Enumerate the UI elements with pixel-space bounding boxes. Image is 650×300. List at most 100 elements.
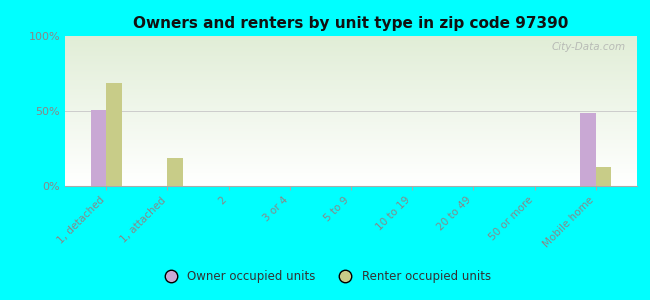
Bar <box>65 47 637 48</box>
Bar <box>65 71 637 72</box>
Bar <box>65 131 637 132</box>
Bar <box>65 147 637 148</box>
Bar <box>65 154 637 155</box>
Bar <box>65 149 637 150</box>
Bar <box>65 105 637 106</box>
Bar <box>65 108 637 109</box>
Bar <box>65 142 637 143</box>
Bar <box>65 137 637 138</box>
Bar <box>65 82 637 83</box>
Bar <box>65 42 637 43</box>
Bar <box>65 160 637 161</box>
Bar <box>65 109 637 110</box>
Bar <box>65 59 637 60</box>
Bar <box>65 110 637 111</box>
Bar <box>65 169 637 170</box>
Bar <box>65 112 637 113</box>
Bar <box>65 122 637 123</box>
Bar <box>65 160 637 161</box>
Bar <box>65 69 637 70</box>
Bar <box>65 136 637 137</box>
Bar <box>65 77 637 78</box>
Bar <box>65 40 637 41</box>
Bar <box>65 38 637 39</box>
Bar <box>65 184 637 185</box>
Bar <box>65 118 637 119</box>
Bar <box>65 163 637 164</box>
Bar <box>65 107 637 108</box>
Bar <box>65 134 637 135</box>
Bar <box>65 106 637 107</box>
Bar <box>65 132 637 133</box>
Bar <box>65 41 637 42</box>
Bar <box>65 39 637 40</box>
Bar <box>65 170 637 171</box>
Bar <box>65 128 637 129</box>
Bar <box>65 138 637 139</box>
Bar <box>65 73 637 74</box>
Bar <box>65 65 637 66</box>
Bar <box>65 86 637 87</box>
Bar <box>65 49 637 50</box>
Bar <box>65 57 637 58</box>
Bar <box>65 68 637 69</box>
Bar <box>65 167 637 168</box>
Bar <box>65 101 637 102</box>
Bar <box>65 175 637 176</box>
Bar <box>65 116 637 117</box>
Bar <box>65 143 637 144</box>
Bar <box>65 111 637 112</box>
Bar <box>65 144 637 145</box>
Bar <box>65 165 637 166</box>
Bar <box>65 117 637 118</box>
Bar <box>65 88 637 89</box>
Bar <box>65 182 637 183</box>
Bar <box>65 115 637 116</box>
Bar <box>65 130 637 131</box>
Bar <box>65 85 637 86</box>
Bar <box>65 81 637 82</box>
Bar <box>65 92 637 93</box>
Bar <box>65 133 637 134</box>
Bar <box>580 112 595 186</box>
Bar <box>65 64 637 65</box>
Bar <box>65 181 637 182</box>
Bar <box>65 85 637 86</box>
Bar <box>65 56 637 57</box>
Bar <box>65 76 637 77</box>
Bar <box>65 155 637 156</box>
Bar <box>65 45 637 46</box>
Bar <box>107 82 122 186</box>
Bar <box>65 58 637 59</box>
Bar <box>65 100 637 101</box>
Bar <box>65 55 637 56</box>
Bar <box>65 89 637 90</box>
Bar <box>65 72 637 73</box>
Bar <box>65 91 637 92</box>
Bar <box>65 52 637 53</box>
Bar <box>65 178 637 179</box>
Bar <box>65 145 637 146</box>
Bar <box>65 61 637 62</box>
Bar <box>65 48 637 49</box>
Text: City-Data.com: City-Data.com <box>551 42 625 52</box>
Bar <box>65 118 637 119</box>
Bar <box>65 151 637 152</box>
Bar <box>65 62 637 63</box>
Bar <box>65 141 637 142</box>
Bar <box>65 95 637 96</box>
Bar <box>65 172 637 173</box>
Bar <box>65 80 637 81</box>
Bar <box>65 54 637 55</box>
Bar <box>65 67 637 68</box>
Bar <box>65 158 637 159</box>
Bar <box>65 140 637 141</box>
Bar <box>65 50 637 51</box>
Bar <box>65 66 637 67</box>
Bar <box>65 104 637 105</box>
Bar <box>65 97 637 98</box>
Bar <box>65 183 637 184</box>
Bar <box>65 51 637 52</box>
Bar <box>65 126 637 127</box>
Bar <box>65 179 637 180</box>
